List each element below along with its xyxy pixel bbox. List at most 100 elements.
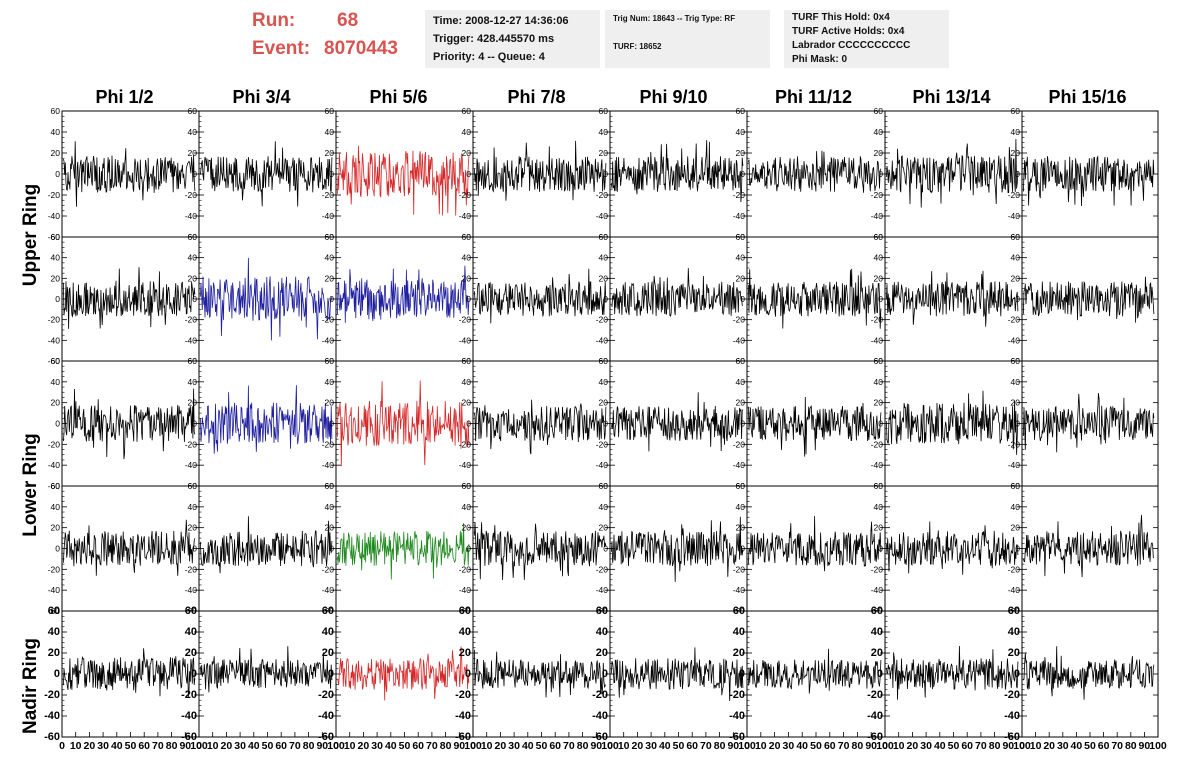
y-tick-label: 0	[54, 668, 60, 680]
y-tick-label: 20	[1011, 398, 1021, 408]
y-tick-label: -40	[733, 335, 746, 345]
y-tick-label: -20	[322, 190, 335, 200]
x-tick-label: 20	[358, 740, 370, 752]
x-tick-label: 10	[344, 740, 356, 752]
panel-frame	[609, 485, 748, 612]
x-tick-label: 70	[426, 740, 438, 752]
y-tick-label: -20	[1004, 689, 1020, 701]
y-tick-label: 0	[329, 419, 334, 429]
waveform-trace	[748, 396, 882, 457]
y-tick-label: 60	[462, 481, 472, 491]
y-tick-label: 40	[325, 377, 335, 387]
y-tick-label: 0	[1015, 169, 1020, 179]
y-tick-label: 20	[188, 398, 198, 408]
waveform-trace	[474, 522, 607, 580]
y-tick-label: 40	[462, 253, 472, 263]
y-tick-label: -20	[596, 564, 609, 574]
column-header-phi-3-4: Phi 3/4	[232, 87, 291, 107]
y-tick-label: 60	[185, 605, 197, 617]
y-tick-label: -60	[44, 731, 60, 743]
y-tick-label: 0	[1014, 668, 1020, 680]
y-tick-label: 20	[325, 523, 335, 533]
y-tick-label: 20	[874, 273, 884, 283]
y-tick-label: 20	[1011, 523, 1021, 533]
y-tick-label: 0	[603, 294, 608, 304]
x-tick-label: 100	[1013, 740, 1031, 752]
y-tick-label: 60	[1011, 481, 1021, 491]
x-tick-label: 80	[1125, 740, 1137, 752]
x-tick-label: 20	[769, 740, 781, 752]
y-tick-label: -60	[592, 731, 608, 743]
y-tick-label: 0	[1015, 294, 1020, 304]
x-tick-label: 60	[549, 740, 561, 752]
x-tick-label: 20	[632, 740, 644, 752]
y-tick-label: 40	[48, 626, 60, 638]
waveform-trace	[611, 392, 744, 452]
y-tick-label: 40	[733, 626, 745, 638]
y-tick-label: 20	[188, 273, 198, 283]
y-tick-label: -40	[592, 710, 608, 722]
x-tick-label: 70	[563, 740, 575, 752]
y-tick-label: 40	[1011, 502, 1021, 512]
y-tick-label: 20	[462, 148, 472, 158]
waveform-trace	[474, 140, 607, 201]
x-tick-label: 90	[865, 740, 877, 752]
trig-info-box: Trig Num: 18643 -- Trig Type: RF TURF: 1…	[605, 10, 770, 68]
y-tick-label: 20	[596, 647, 608, 659]
y-tick-label: -40	[596, 585, 609, 595]
y-tick-label: 20	[322, 647, 334, 659]
y-tick-label: 60	[325, 356, 335, 366]
x-tick-label: 40	[111, 740, 123, 752]
waveform-trace	[748, 516, 882, 572]
y-tick-label: -20	[733, 564, 746, 574]
y-tick-label: 0	[1015, 419, 1020, 429]
x-tick-label: 0	[1019, 740, 1025, 752]
waveform-trace	[200, 257, 333, 341]
y-tick-label: 20	[51, 148, 61, 158]
y-tick-label: 60	[462, 106, 472, 116]
y-tick-label: 40	[736, 377, 746, 387]
y-tick-label: 60	[736, 481, 746, 491]
y-tick-label: -40	[729, 710, 745, 722]
y-tick-label: 0	[192, 294, 197, 304]
x-tick-label: 10	[755, 740, 767, 752]
y-tick-label: 60	[322, 605, 334, 617]
waveform-trace	[474, 649, 607, 698]
column-header-phi-5-6: Phi 5/6	[369, 87, 428, 107]
y-tick-label: -40	[185, 460, 198, 470]
y-tick-label: 40	[188, 502, 198, 512]
y-tick-label: -40	[48, 211, 61, 221]
x-tick-label: 90	[1139, 740, 1151, 752]
y-tick-label: -20	[185, 564, 198, 574]
x-tick-label: 40	[659, 740, 671, 752]
y-tick-label: 40	[51, 127, 61, 137]
y-tick-label: -20	[48, 564, 61, 574]
y-tick-label: 40	[188, 253, 198, 263]
x-tick-label: 20	[84, 740, 96, 752]
y-tick-label: 60	[51, 356, 61, 366]
waveform-trace	[611, 140, 744, 203]
y-tick-label: 40	[462, 377, 472, 387]
turf-hold-info-box: TURF This Hold: 0x4 TURF Active Holds: 0…	[784, 10, 949, 68]
y-tick-label: 40	[51, 502, 61, 512]
y-tick-label: -40	[733, 460, 746, 470]
y-tick-label: -20	[185, 439, 198, 449]
y-tick-label: -40	[322, 335, 335, 345]
y-tick-label: 40	[736, 127, 746, 137]
x-tick-label: 50	[673, 740, 685, 752]
y-tick-label: 20	[874, 398, 884, 408]
y-tick-label: -40	[459, 460, 472, 470]
y-tick-label: 20	[736, 273, 746, 283]
y-tick-label: 20	[1011, 148, 1021, 158]
y-tick-label: 0	[739, 668, 745, 680]
y-tick-label: 60	[1011, 232, 1021, 242]
y-tick-label: -40	[322, 460, 335, 470]
